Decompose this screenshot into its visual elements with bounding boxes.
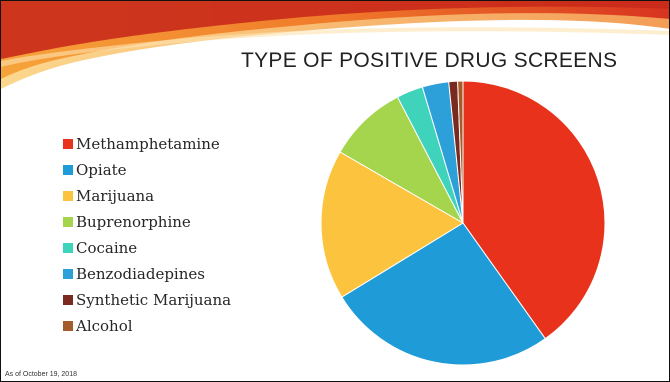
legend-item: Marijuana	[63, 183, 231, 209]
pie-slice-opiate	[341, 222, 546, 366]
legend-label: Methamphetamine	[76, 135, 220, 153]
legend-item: Buprenorphine	[63, 209, 231, 235]
legend-label: Alcohol	[76, 317, 133, 335]
dark-swoosh-shape	[1, 1, 669, 59]
legend-item: Benzodiadepines	[63, 261, 231, 287]
legend-swatch	[63, 321, 73, 331]
header-decoration	[1, 1, 669, 89]
legend-label: Cocaine	[76, 239, 138, 257]
legend-item: Alcohol	[63, 313, 231, 339]
pie-slice-alcohol	[457, 81, 464, 224]
legend-label: Marijuana	[76, 187, 155, 205]
legend-swatch	[63, 217, 73, 227]
legend-swatch	[63, 139, 73, 149]
legend-item: Opiate	[63, 157, 231, 183]
pie-slice-methamphetamine	[462, 81, 606, 340]
pie-slice-marijuana	[320, 151, 464, 298]
pie-chart	[320, 81, 606, 366]
legend-swatch	[63, 269, 73, 279]
legend-label: Synthetic Marijuana	[76, 291, 232, 309]
slide-title: TYPE OF POSITIVE DRUG SCREENS	[241, 49, 618, 72]
legend-label: Benzodiadepines	[76, 265, 205, 283]
legend-label: Opiate	[76, 161, 127, 179]
legend-swatch	[63, 191, 73, 201]
light-swoosh-highlight	[1, 27, 669, 67]
legend-swatch	[63, 165, 73, 175]
chart-legend: Methamphetamine Opiate Marijuana Buprenorph…	[63, 131, 231, 339]
footnote: As of October 19, 2018	[5, 371, 77, 378]
legend-label: Buprenorphine	[76, 213, 191, 231]
legend-item: Synthetic Marijuana	[63, 287, 231, 313]
legend-item: Cocaine	[63, 235, 231, 261]
legend-item: Methamphetamine	[63, 131, 231, 157]
pie-slice-buprenorphine	[339, 96, 465, 225]
legend-swatch	[63, 295, 73, 305]
legend-swatch	[63, 243, 73, 253]
